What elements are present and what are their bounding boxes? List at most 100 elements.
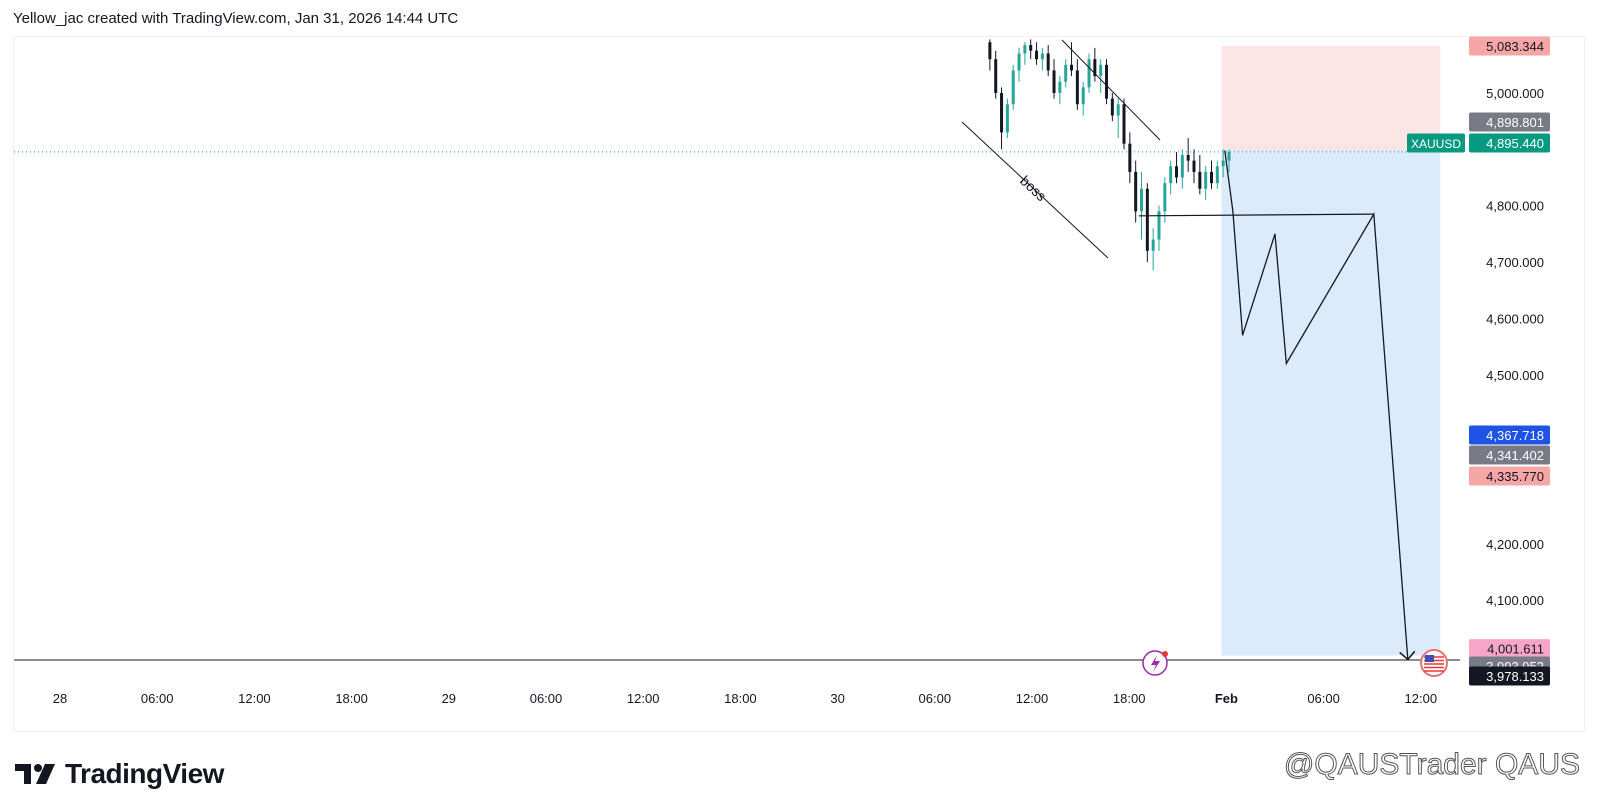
- candle-body: [1075, 70, 1079, 105]
- price-label-box: [1469, 425, 1550, 445]
- candle-body: [1204, 171, 1208, 189]
- tradingview-logo[interactable]: TradingView: [15, 754, 224, 794]
- candle-body: [1035, 50, 1039, 60]
- lightning-bolt-icon: [1151, 655, 1160, 672]
- price-label-text: 5,083.344: [1486, 39, 1544, 54]
- x-tick-label: 18:00: [724, 691, 757, 706]
- candle-body: [1198, 171, 1202, 189]
- x-tick-label: 06:00: [1307, 691, 1340, 706]
- author-watermark: @QAUSTrader QAUS: [1283, 748, 1580, 782]
- candle-body: [1093, 59, 1097, 77]
- price-label-box: [1469, 466, 1550, 486]
- us-flag-icon: [1420, 649, 1448, 677]
- y-tick-label: 5,000.000: [1486, 86, 1544, 101]
- candle-body: [1215, 166, 1219, 184]
- stop-loss-zone: [1221, 46, 1441, 151]
- price-label-text: 4,001.611: [1487, 642, 1544, 657]
- candlestick-series: [988, 39, 1231, 271]
- candle-body: [994, 59, 998, 93]
- candle-body: [1192, 160, 1196, 172]
- candle-body: [1157, 211, 1161, 240]
- trendline-upper: [1061, 39, 1161, 141]
- tradingview-brand: TradingView: [65, 758, 224, 789]
- x-tick-label: 12:00: [1016, 691, 1049, 706]
- x-tick-label: 18:00: [1113, 691, 1146, 706]
- y-tick-label: 4,200.000: [1486, 537, 1544, 552]
- candle-body: [1116, 104, 1120, 116]
- x-tick-label: 06:00: [530, 691, 563, 706]
- candle-body: [988, 42, 992, 60]
- price-label-text: 4,341.402: [1486, 448, 1544, 463]
- candle-body: [1227, 151, 1231, 161]
- event-icons: [1142, 649, 1448, 677]
- candle-body: [1023, 45, 1027, 54]
- candle-body: [1087, 59, 1091, 88]
- candle-body: [1070, 64, 1074, 71]
- candle-body: [1151, 239, 1155, 251]
- candle-body: [1081, 87, 1085, 105]
- y-tick-label: 4,800.000: [1486, 199, 1544, 214]
- candle-body: [1017, 53, 1021, 71]
- x-tick-label: Feb: [1215, 691, 1238, 706]
- price-label-box: [1469, 133, 1550, 153]
- candle-body: [1052, 70, 1056, 93]
- candle-body: [1040, 53, 1044, 60]
- notification-dot-icon: [1162, 651, 1168, 657]
- x-tick-label: 12:00: [627, 691, 660, 706]
- candle-body: [1209, 171, 1213, 184]
- x-tick-label: 28: [53, 691, 67, 706]
- candle-body: [1099, 64, 1103, 77]
- candle-body: [1186, 154, 1190, 161]
- price-label-box: [1469, 112, 1550, 132]
- candle-body: [1000, 92, 1004, 133]
- price-label-text: 4,335.770: [1486, 469, 1544, 484]
- projection-path: [1224, 150, 1408, 659]
- support-line: [1138, 213, 1374, 217]
- y-tick-label: 4,100.000: [1486, 593, 1544, 608]
- chart-frame[interactable]: [13, 36, 1585, 732]
- candle-body: [1163, 183, 1167, 212]
- candle-body: [1180, 154, 1184, 178]
- candle-body: [1105, 64, 1109, 99]
- price-label-box: [1469, 639, 1550, 659]
- tradingview-logo-icon: [15, 764, 55, 784]
- candle-body: [1128, 143, 1132, 172]
- price-label-box: [1469, 666, 1550, 686]
- candle-body: [1064, 64, 1068, 82]
- x-tick-label: 12:00: [238, 691, 271, 706]
- flag-canton: [1425, 655, 1434, 662]
- candle-body: [1134, 171, 1138, 212]
- take-profit-zone: [1221, 150, 1441, 656]
- chart-caption: Yellow_jac created with TradingView.com,…: [13, 10, 459, 27]
- trendline-lower: [961, 121, 1109, 259]
- price-label-text: 4,895.440: [1486, 136, 1544, 151]
- x-tick-label: 18:00: [335, 691, 368, 706]
- price-label-text: 4,367.718: [1486, 428, 1544, 443]
- price-label-box: [1469, 445, 1550, 465]
- x-tick-label: 06:00: [919, 691, 952, 706]
- y-tick-label: 4,600.000: [1486, 311, 1544, 326]
- short-position-tool: [1221, 46, 1441, 656]
- candle-body: [1046, 53, 1050, 71]
- price-label-box: [1469, 36, 1550, 56]
- x-tick-label: 30: [830, 691, 844, 706]
- candle-body: [1005, 104, 1009, 133]
- candle-body: [1175, 166, 1179, 178]
- y-tick-label: 4,700.000: [1486, 255, 1544, 270]
- candle-body: [1058, 81, 1062, 93]
- candle-body: [1140, 188, 1144, 212]
- x-tick-label: 12:00: [1405, 691, 1438, 706]
- candle-body: [1122, 104, 1126, 144]
- y-tick-label: 4,500.000: [1486, 368, 1544, 383]
- x-tick-label: 06:00: [141, 691, 174, 706]
- symbol-tag-text: XAUUSD: [1411, 137, 1461, 151]
- candle-body: [1110, 98, 1114, 116]
- time-axis: 28 06:00 12:00 18:00 29 06:00 12:00 18:00 30 06:0…: [53, 691, 1437, 706]
- price-axis: 5,000.000 4,800.000 4,700.000 4,600.000 4,50…: [1486, 86, 1544, 608]
- candle-body: [1221, 160, 1225, 167]
- candle-body: [1169, 166, 1173, 184]
- candle-body: [1145, 188, 1149, 251]
- price-label-text: 3,978.133: [1486, 669, 1544, 684]
- price-label-text: 4,898.801: [1486, 115, 1544, 130]
